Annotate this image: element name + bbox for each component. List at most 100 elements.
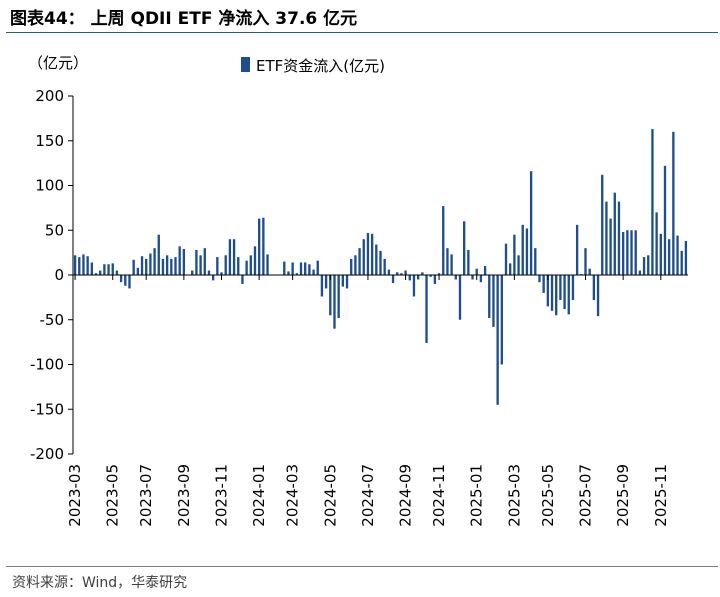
legend: ETF资金流入(亿元) — [241, 57, 385, 75]
bar — [283, 261, 286, 275]
bar — [550, 275, 554, 311]
bar — [99, 270, 102, 275]
bar — [86, 256, 89, 275]
title-bar: 图表44： 上周 QDII ETF 净流入 37.6 亿元 — [0, 0, 720, 34]
y-tick-label: 0 — [54, 266, 64, 284]
bar — [232, 239, 236, 275]
bar — [295, 273, 298, 275]
bar — [320, 275, 324, 297]
bar — [82, 254, 85, 275]
bar — [157, 234, 160, 275]
bar — [308, 264, 311, 275]
bar — [391, 275, 395, 284]
bar — [370, 233, 374, 275]
bar — [479, 275, 483, 283]
x-tick-label: 2025-07 — [577, 464, 595, 527]
bar — [224, 255, 227, 275]
bar — [140, 256, 144, 275]
bar — [563, 275, 566, 310]
y-axis: 200 150 100 50 0 -50 -100 -150 -200 — [30, 87, 74, 463]
bar — [354, 255, 357, 275]
x-tick-label: 2025-09 — [614, 464, 632, 527]
x-axis: 2023-03 2023-05 2023-07 2023-09 2023-11 2024-… — [66, 274, 688, 527]
bar — [170, 258, 173, 275]
bar — [509, 263, 512, 275]
x-tick-label: 2023-05 — [104, 464, 122, 527]
source-divider — [6, 566, 718, 567]
bar — [103, 264, 106, 275]
bar — [119, 275, 123, 283]
bar — [107, 264, 110, 275]
bar — [621, 232, 625, 275]
x-tick-label: 2023-11 — [213, 464, 231, 527]
bar — [446, 248, 449, 275]
bar — [412, 275, 416, 297]
bar — [396, 272, 399, 275]
bar — [559, 275, 562, 301]
title-divider — [6, 32, 718, 33]
bar — [228, 239, 232, 275]
bar — [220, 272, 223, 275]
bar — [676, 235, 679, 275]
bar — [421, 272, 424, 275]
bar — [672, 131, 675, 275]
y-tick-label: 200 — [35, 87, 64, 105]
x-tick-label: 2025-01 — [468, 464, 486, 527]
bar — [488, 275, 491, 318]
bar — [613, 192, 616, 275]
bar — [655, 212, 658, 275]
x-tick-label: 2024-11 — [430, 464, 448, 527]
bar — [571, 275, 575, 301]
bar — [262, 217, 265, 275]
bar — [483, 266, 487, 275]
bar — [249, 255, 252, 275]
bar — [375, 244, 378, 275]
bar — [458, 275, 462, 320]
bar — [496, 275, 499, 405]
bar — [345, 275, 349, 289]
bar — [299, 262, 303, 275]
x-tick-label: 2024-07 — [359, 464, 377, 527]
x-tick-label: 2023-07 — [137, 464, 155, 527]
bar — [429, 275, 432, 277]
bar — [684, 240, 688, 275]
bar — [90, 262, 93, 275]
bar — [601, 174, 604, 275]
bar — [237, 257, 240, 275]
bar — [132, 259, 135, 275]
bar — [433, 275, 437, 284]
bar — [195, 249, 198, 275]
y-tick-label: -100 — [30, 356, 64, 374]
bar — [680, 250, 683, 275]
bar — [609, 218, 612, 275]
page-title: 图表44： 上周 QDII ETF 净流入 37.6 亿元 — [10, 9, 358, 29]
bar — [333, 275, 336, 329]
bar — [203, 248, 206, 275]
bar — [304, 262, 307, 275]
bar — [329, 275, 332, 316]
bar — [383, 258, 386, 275]
bar — [153, 248, 156, 275]
bar — [659, 233, 662, 275]
bar — [634, 230, 637, 275]
bar — [149, 253, 152, 275]
bar — [638, 270, 642, 275]
bar — [534, 248, 537, 275]
x-tick-label: 2025-05 — [539, 464, 557, 527]
bar — [94, 273, 98, 275]
bar — [191, 270, 194, 275]
x-tick-label: 2024-05 — [321, 464, 339, 527]
bar-series — [73, 129, 688, 405]
bar — [358, 248, 361, 275]
bar — [588, 268, 591, 275]
bar — [617, 201, 621, 275]
bar — [199, 255, 202, 275]
y-axis-unit-label: （亿元） — [28, 54, 88, 72]
y-tick-label: 100 — [35, 177, 64, 195]
bar — [500, 275, 503, 365]
bar — [555, 275, 558, 316]
bar — [651, 129, 654, 275]
bar — [437, 273, 441, 275]
bar — [404, 270, 407, 275]
y-tick-label: -150 — [30, 400, 64, 418]
